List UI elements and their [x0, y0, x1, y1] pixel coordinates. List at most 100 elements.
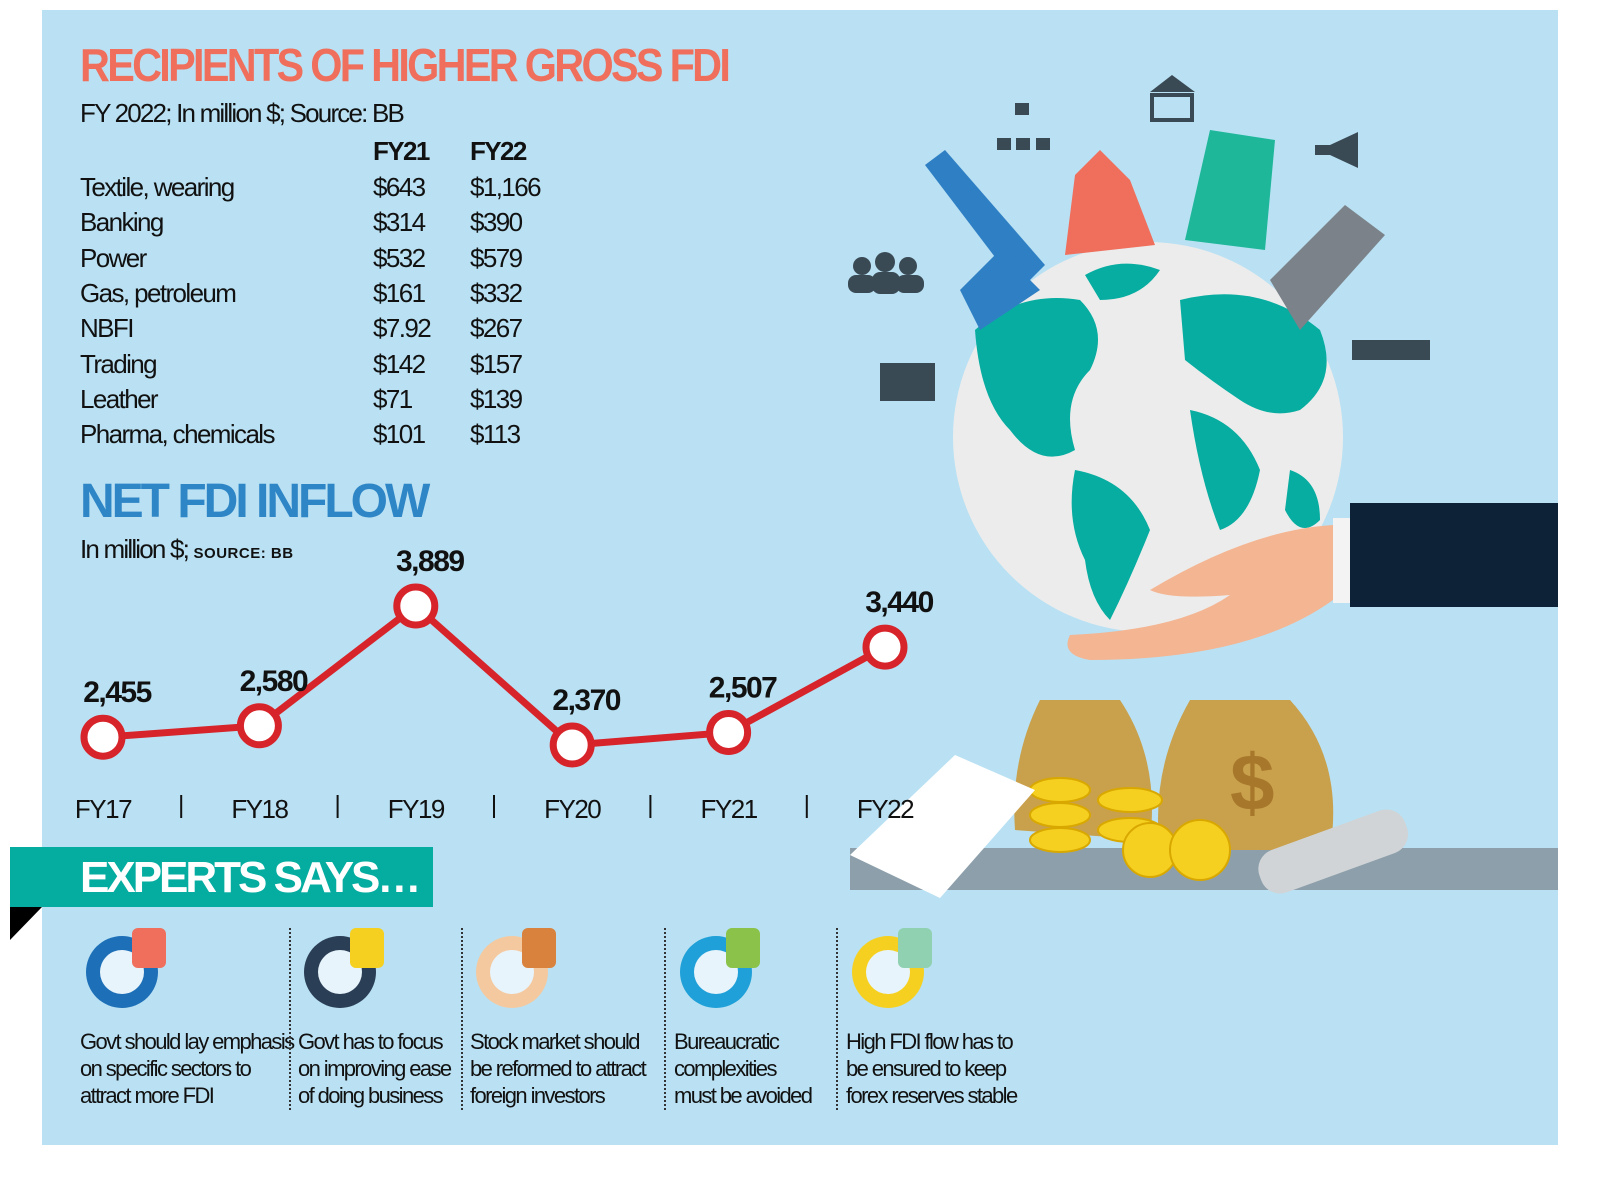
- expert-text-line: must be avoided: [674, 1083, 813, 1108]
- expert-text-line: complexities: [674, 1056, 777, 1081]
- sector-cell: Gas, petroleum: [80, 277, 237, 308]
- data-point: [393, 583, 439, 629]
- fy21-cell: $314: [373, 207, 426, 238]
- fy21-cell: $643: [373, 172, 426, 202]
- fy22-cell: $1,166: [470, 172, 542, 202]
- col-header-fy22: FY22: [470, 136, 527, 166]
- x-tick-label: FY21: [701, 794, 758, 824]
- col-header-fy21: FY21: [373, 136, 430, 166]
- data-point: [80, 714, 126, 760]
- fy22-cell: $113: [470, 419, 521, 450]
- gear-pie-chart-icon: [86, 928, 166, 1008]
- expert-text-line: attract more FDI: [80, 1083, 215, 1108]
- fy22-cell: $157: [470, 348, 523, 379]
- gross-fdi-subtitle: FY 2022; In million $; Source: BB: [80, 98, 405, 128]
- globe-hand-illustration: $: [848, 75, 1558, 898]
- fy21-cell: $532: [373, 242, 426, 273]
- expert-text-line: Govt has to focus: [298, 1029, 444, 1054]
- data-label: 2,455: [83, 676, 151, 709]
- data-label: 2,507: [709, 671, 777, 704]
- fy21-cell: $101: [373, 419, 426, 450]
- expert-text-line: of doing business: [298, 1083, 444, 1108]
- expert-text: Stock market should be reformed to attrac…: [470, 1028, 647, 1109]
- people-icon: [853, 257, 871, 275]
- dotted-divider: [664, 928, 666, 1110]
- coins-arrow-up-icon: [852, 928, 932, 1008]
- net-fdi-unit: In million $;: [80, 534, 190, 564]
- data-label: 3,440: [865, 586, 933, 619]
- fy21-cell: $71: [373, 383, 413, 414]
- net-fdi-subtitle: In million $; SOURCE: BB: [80, 534, 294, 565]
- expert-item: Govt has to focus on improving ease of doi…: [298, 920, 452, 1108]
- buildings-icon: [925, 130, 1385, 330]
- fy22-cell: $390: [470, 207, 523, 238]
- expert-text-line: foreign investors: [470, 1083, 606, 1108]
- fy22-cell: $267: [470, 313, 523, 344]
- experts-title: EXPERTS SAYS…: [80, 853, 421, 902]
- net-fdi-line-chart: 2,455 FY17 2,580 FY18 3,889 FY19 2,370 FY20 2,50…: [75, 545, 935, 824]
- fy21-cell: $142: [373, 348, 426, 379]
- expert-item: High FDI flow has to be ensured to keep fo…: [846, 920, 1018, 1108]
- investor-money-bag-icon: [476, 928, 556, 1008]
- expert-text-line: on improving ease: [298, 1056, 452, 1081]
- data-label: 2,580: [240, 665, 308, 698]
- presentation-icon: [880, 363, 935, 401]
- x-tick-label: FY20: [544, 794, 601, 824]
- dotted-divider: [461, 928, 463, 1110]
- sector-cell: Pharma, chemicals: [80, 419, 275, 450]
- dotted-divider: [836, 928, 838, 1110]
- expert-text: High FDI flow has to be ensured to keep fo…: [846, 1028, 1018, 1109]
- expert-text: Bureaucratic complexities must be avoided: [674, 1028, 813, 1109]
- series-line: [102, 601, 887, 749]
- sector-cell: Leather: [80, 383, 159, 414]
- megaphone-icon: [1315, 132, 1358, 168]
- data-point: [862, 624, 908, 670]
- expert-text: Govt has to focus on improving ease of doi…: [298, 1028, 452, 1109]
- x-tick-label: FY17: [75, 794, 132, 824]
- data-point: [236, 703, 282, 749]
- expert-text-line: be reformed to attract: [470, 1056, 647, 1081]
- experts-banner: EXPERTS SAYS…: [10, 847, 433, 907]
- expert-text-line: be ensured to keep: [846, 1056, 1007, 1081]
- banner-fold: [10, 907, 42, 940]
- expert-item: Govt should lay emphasis on specific sect…: [80, 920, 295, 1108]
- expert-text-line: forex reserves stable: [846, 1083, 1018, 1108]
- bank-icon: [1150, 75, 1195, 92]
- org-chart-icon: [1015, 103, 1029, 115]
- net-fdi-title: NET FDI INFLOW: [80, 475, 430, 528]
- svg-text:$: $: [1230, 738, 1275, 827]
- gross-fdi-title: RECIPIENTS OF HIGHER GROSS FDI: [80, 39, 731, 91]
- scroll-icon: [1258, 809, 1409, 894]
- fy22-cell: $332: [470, 277, 523, 308]
- sector-cell: Banking: [80, 207, 164, 238]
- data-label: 3,889: [396, 545, 464, 578]
- sector-cell: NBFI: [80, 313, 134, 344]
- fy22-cell: $579: [470, 242, 523, 273]
- data-point: [549, 722, 595, 768]
- expert-text-line: Govt should lay emphasis: [80, 1029, 295, 1054]
- hand-icon: [1067, 525, 1333, 660]
- data-point: [706, 709, 752, 755]
- sector-cell: Trading: [80, 348, 158, 379]
- dotted-divider: [289, 928, 291, 1110]
- x-tick-label: FY22: [857, 794, 914, 824]
- handshake-icon: [1352, 340, 1430, 360]
- fy21-cell: $161: [373, 277, 426, 308]
- hand-growth-chart-icon: [304, 928, 384, 1008]
- expert-item: Stock market should be reformed to attrac…: [470, 920, 647, 1108]
- expert-text-line: Bureaucratic: [674, 1029, 780, 1054]
- x-tick-label: FY19: [388, 794, 445, 824]
- certificate-icon: [850, 755, 1035, 898]
- document-stamp-icon: [680, 928, 760, 1008]
- expert-item: Bureaucratic complexities must be avoided: [674, 920, 813, 1108]
- expert-text-line: on specific sectors to: [80, 1056, 252, 1081]
- fy22-cell: $139: [470, 383, 523, 414]
- sector-cell: Power: [80, 242, 147, 273]
- data-label: 2,370: [552, 684, 620, 717]
- fy21-cell: $7.92: [373, 313, 432, 344]
- expert-text-line: High FDI flow has to: [846, 1029, 1014, 1054]
- sector-cell: Textile, wearing: [80, 172, 235, 202]
- coins-icon: [1029, 777, 1231, 881]
- expert-text: Govt should lay emphasis on specific sect…: [80, 1028, 295, 1109]
